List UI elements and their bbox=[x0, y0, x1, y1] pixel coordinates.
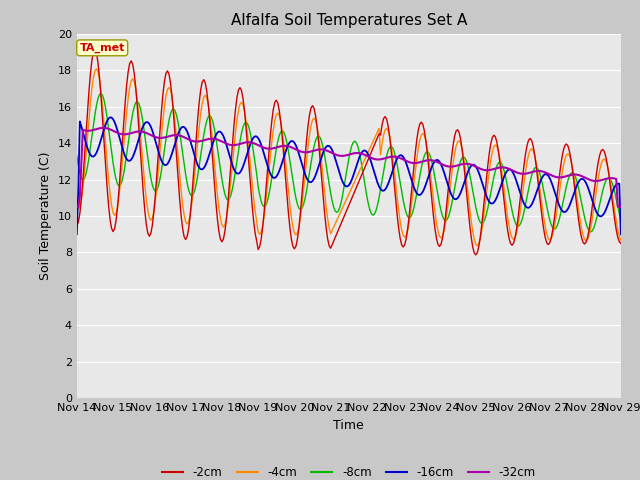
-4cm bbox=[415, 145, 422, 151]
-16cm bbox=[552, 192, 559, 198]
Title: Alfalfa Soil Temperatures Set A: Alfalfa Soil Temperatures Set A bbox=[230, 13, 467, 28]
-4cm bbox=[384, 128, 392, 133]
-2cm bbox=[384, 123, 392, 129]
-8cm bbox=[88, 133, 96, 139]
-16cm bbox=[73, 231, 81, 237]
-16cm bbox=[88, 154, 96, 159]
-16cm bbox=[176, 128, 184, 133]
-2cm bbox=[554, 191, 561, 196]
-4cm bbox=[93, 66, 100, 72]
-32cm bbox=[384, 155, 392, 160]
-8cm bbox=[384, 148, 392, 154]
-4cm bbox=[617, 237, 625, 243]
-8cm bbox=[587, 229, 595, 235]
-4cm bbox=[88, 86, 96, 92]
-32cm bbox=[176, 132, 184, 138]
-8cm bbox=[552, 225, 559, 231]
-16cm bbox=[106, 115, 114, 120]
-2cm bbox=[88, 58, 96, 63]
-32cm bbox=[88, 128, 96, 133]
-16cm bbox=[403, 160, 410, 166]
-2cm bbox=[415, 127, 422, 133]
-2cm bbox=[91, 47, 99, 52]
-8cm bbox=[403, 210, 410, 216]
-16cm bbox=[415, 192, 422, 198]
Text: TA_met: TA_met bbox=[79, 43, 125, 53]
-8cm bbox=[617, 217, 625, 223]
-8cm bbox=[176, 128, 184, 134]
-32cm bbox=[73, 204, 81, 210]
-8cm bbox=[97, 91, 105, 96]
-2cm bbox=[472, 252, 479, 258]
Legend: -2cm, -4cm, -8cm, -16cm, -32cm: -2cm, -4cm, -8cm, -16cm, -32cm bbox=[157, 461, 540, 480]
-2cm bbox=[73, 222, 81, 228]
-32cm bbox=[415, 160, 422, 166]
-16cm bbox=[617, 231, 625, 237]
Line: -16cm: -16cm bbox=[77, 118, 621, 234]
-32cm bbox=[552, 174, 559, 180]
-4cm bbox=[73, 204, 81, 209]
-8cm bbox=[415, 181, 422, 187]
-32cm bbox=[617, 204, 625, 210]
-32cm bbox=[100, 125, 108, 131]
-8cm bbox=[73, 153, 81, 159]
-4cm bbox=[403, 232, 410, 238]
Line: -8cm: -8cm bbox=[77, 94, 621, 232]
-2cm bbox=[403, 236, 410, 241]
-4cm bbox=[474, 243, 481, 249]
-32cm bbox=[403, 158, 410, 164]
-2cm bbox=[617, 240, 625, 246]
X-axis label: Time: Time bbox=[333, 419, 364, 432]
-16cm bbox=[384, 181, 392, 187]
Line: -2cm: -2cm bbox=[77, 49, 621, 255]
Line: -32cm: -32cm bbox=[77, 128, 621, 207]
-4cm bbox=[176, 171, 184, 177]
Line: -4cm: -4cm bbox=[77, 69, 621, 246]
Y-axis label: Soil Temperature (C): Soil Temperature (C) bbox=[39, 152, 52, 280]
-4cm bbox=[554, 205, 561, 211]
-2cm bbox=[176, 195, 184, 201]
